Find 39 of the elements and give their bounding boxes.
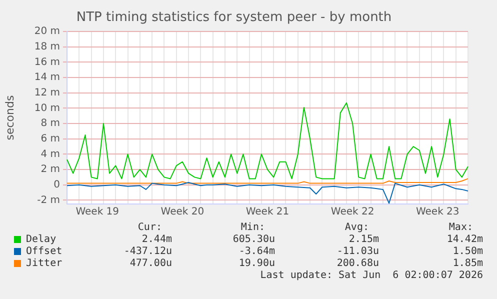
y-tick-label: 20 m: [34, 26, 60, 38]
text: Last update: Sat Jun 6 02:00:07 2026: [260, 270, 483, 282]
text: 200.68u: [336, 258, 379, 270]
legend-label: Offset: [26, 246, 62, 258]
text: -11.03u: [336, 246, 379, 258]
text: 14.42m: [446, 234, 483, 246]
y-tick-label: 18 m: [34, 42, 60, 53]
text: 19.90u: [238, 258, 275, 270]
x-tick-label: Week 20: [160, 206, 204, 218]
text: 1.50m: [452, 246, 483, 258]
y-tick-label: 14 m: [34, 72, 60, 84]
y-tick-label: 8 m: [40, 118, 60, 130]
text: Cur:: [138, 222, 162, 234]
y-tick-label: -2 m: [37, 194, 60, 206]
text: 2.44m: [142, 234, 172, 246]
text: -437.12u: [124, 246, 172, 258]
legend-label: Delay: [26, 234, 56, 246]
text: Avg:: [344, 222, 369, 234]
x-tick-label: Week 23: [416, 206, 460, 218]
y-tick-label: 4 m: [40, 148, 60, 160]
y-tick-label: 0: [54, 179, 60, 190]
legend-label: Jitter: [26, 258, 62, 270]
text: -3.64m: [238, 246, 275, 258]
text: 2.15m: [348, 234, 379, 246]
y-axis-title: seconds: [3, 95, 16, 140]
y-tick-label: 16 m: [34, 56, 60, 68]
x-tick-label: Week 21: [246, 206, 290, 218]
x-tick-label: Week 22: [330, 206, 374, 218]
text: 477.00u: [130, 258, 172, 270]
text: 605.30u: [232, 234, 275, 246]
y-tick-label: 2 m: [40, 164, 60, 176]
y-tick-label: 10 m: [34, 102, 60, 114]
y-tick-label: 6 m: [40, 133, 60, 144]
text: 1.85m: [452, 258, 483, 270]
chart-title: NTP timing statistics for system peer - by month: [76, 10, 392, 26]
text: Max:: [448, 222, 473, 234]
x-tick-label: Week 19: [76, 206, 120, 218]
y-tick-label: 12 m: [34, 87, 60, 98]
text: Min:: [240, 222, 265, 234]
